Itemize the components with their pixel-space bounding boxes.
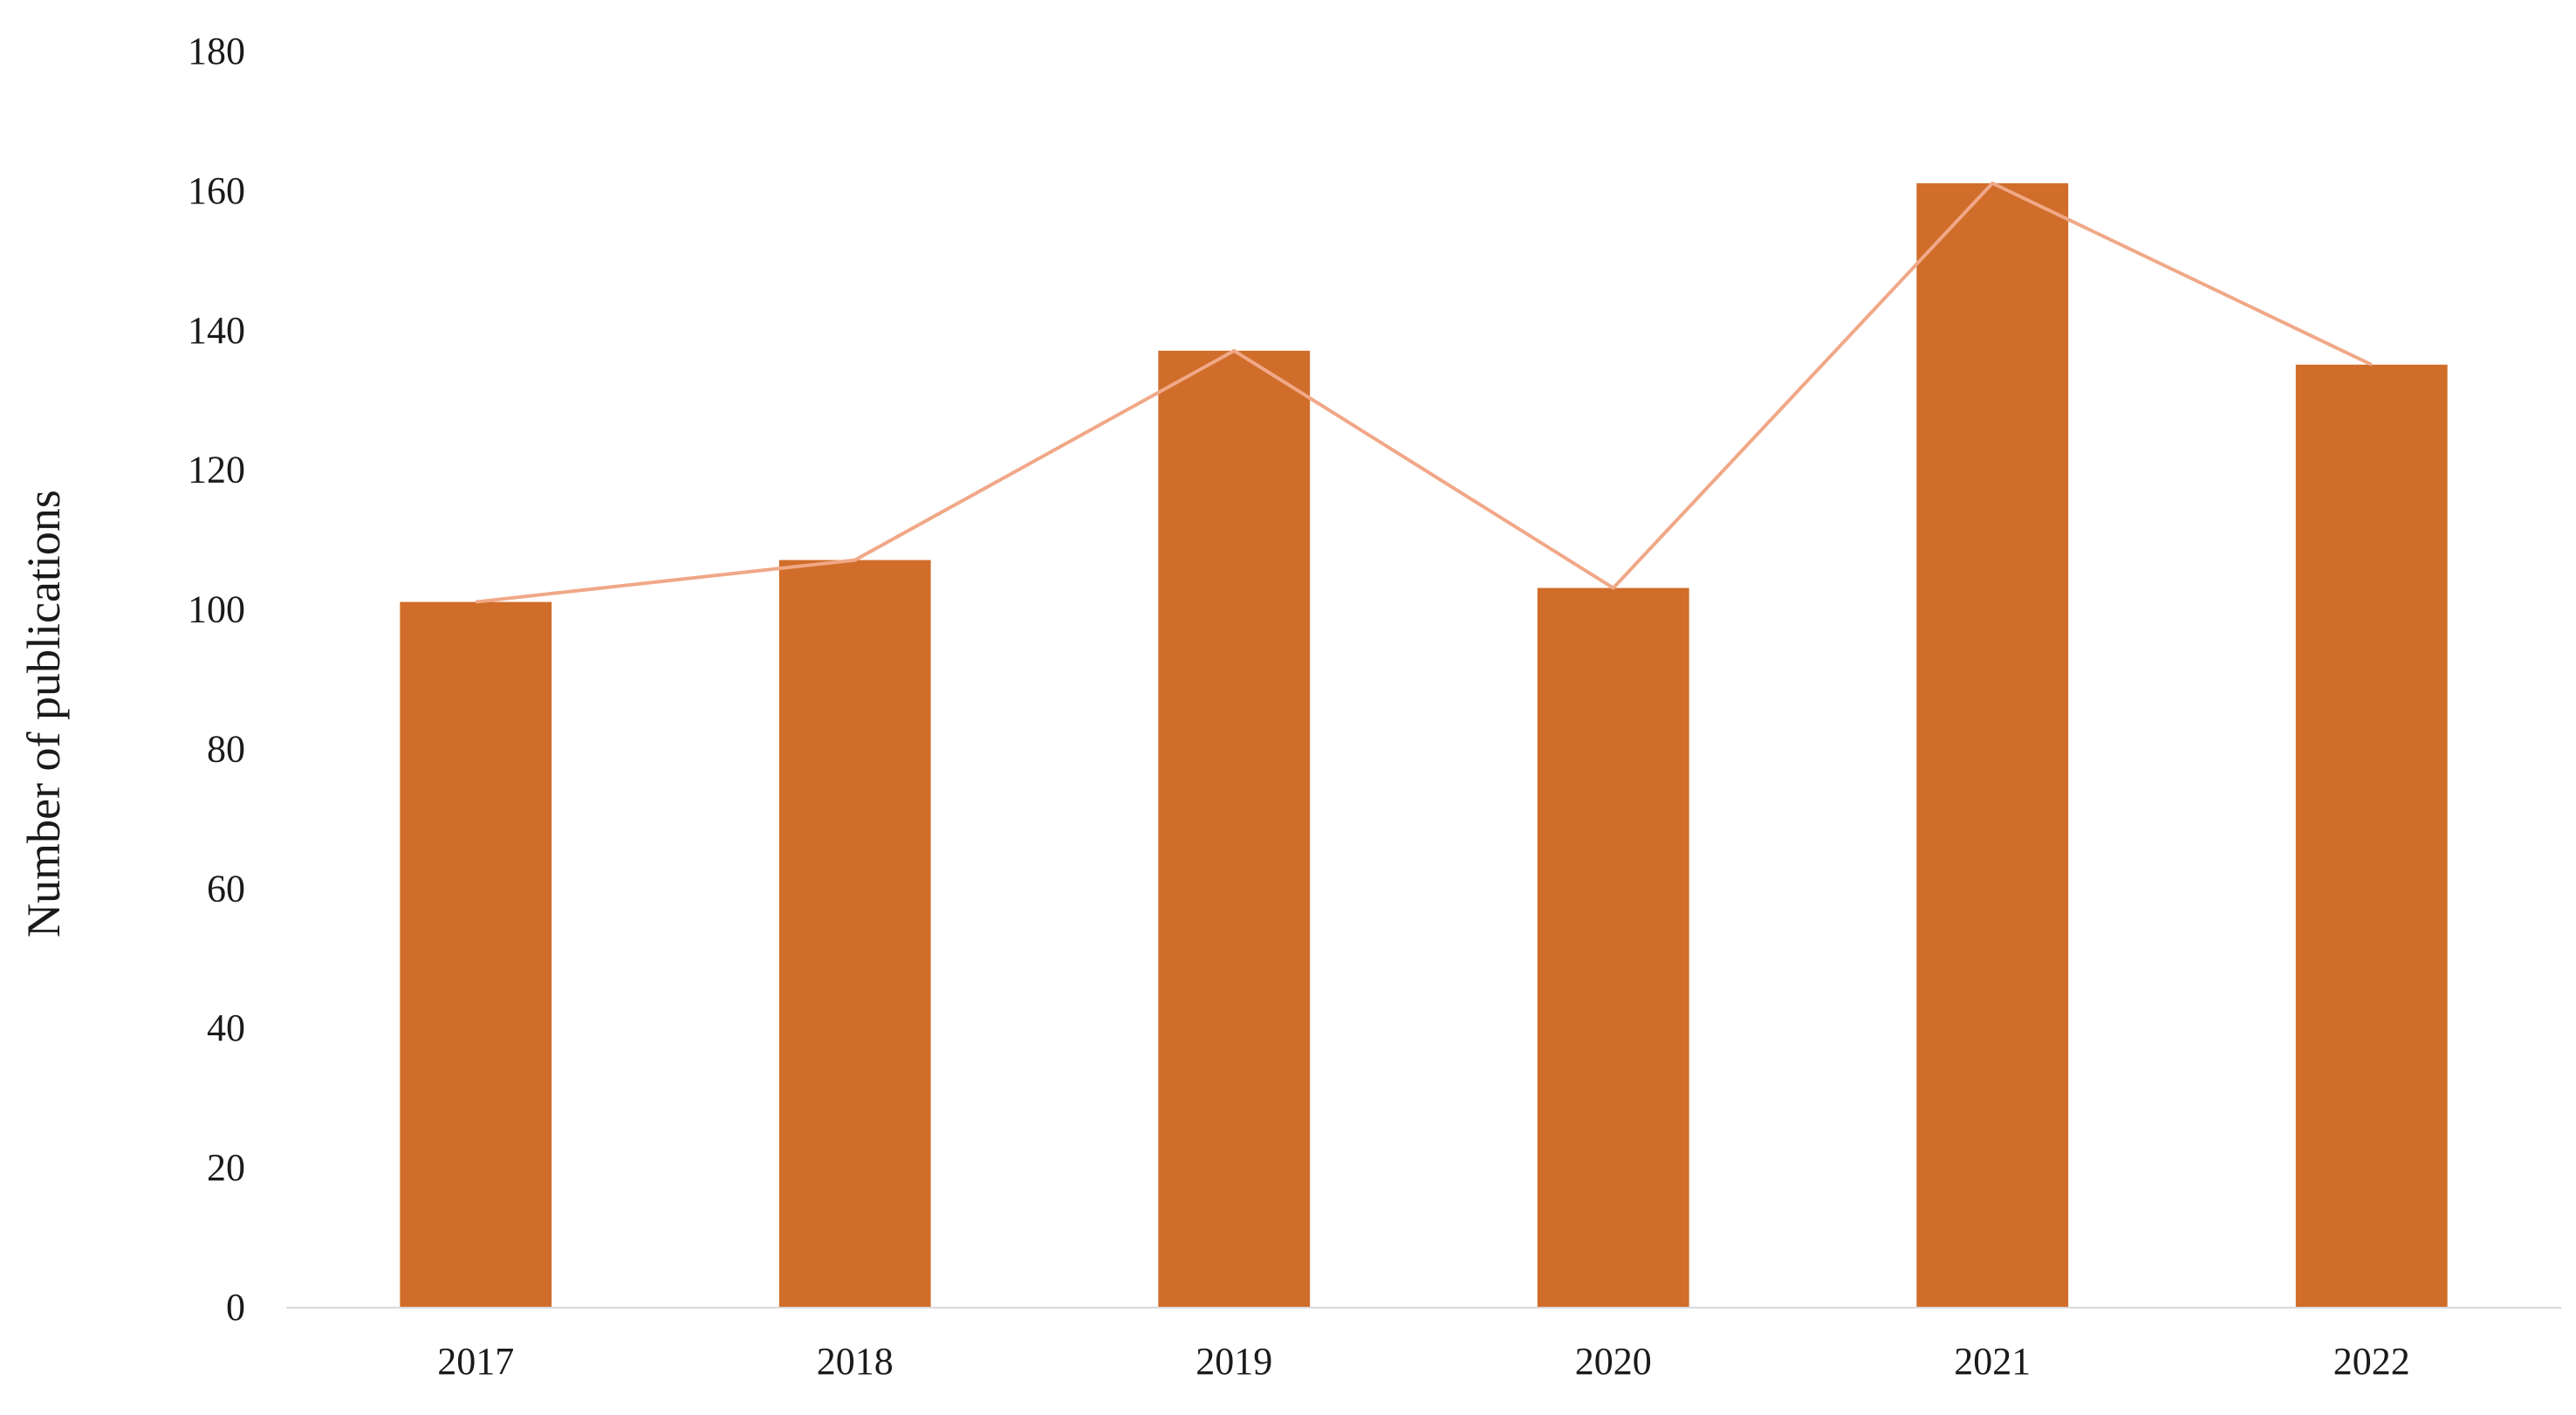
x-tick-label: 2017 — [437, 1340, 514, 1383]
trend-line — [476, 181, 2373, 604]
y-tick-label: 140 — [188, 309, 245, 352]
bar-2017 — [400, 601, 552, 1307]
y-tick-label: 0 — [226, 1286, 245, 1329]
x-tick-label: 2018 — [817, 1340, 894, 1383]
y-tick-label: 120 — [188, 449, 245, 491]
x-tick-label: 2019 — [1196, 1340, 1272, 1383]
x-axis-ticks: 2017 2018 2019 2020 2021 2022 — [437, 1340, 2410, 1383]
x-tick-label: 2022 — [2333, 1340, 2410, 1383]
y-tick-label: 160 — [188, 169, 245, 212]
bar-2020 — [1537, 587, 1689, 1307]
bars — [400, 182, 2448, 1308]
x-tick-label: 2021 — [1954, 1340, 2031, 1383]
y-tick-label: 20 — [207, 1146, 245, 1189]
y-tick-label: 40 — [207, 1006, 245, 1049]
y-axis-ticks: 0 20 40 60 80 100 120 140 160 180 — [188, 30, 245, 1329]
y-tick-label: 180 — [188, 30, 245, 72]
bar-2021 — [1916, 182, 2069, 1308]
y-tick-label: 80 — [207, 727, 245, 770]
x-tick-label: 2020 — [1575, 1340, 1652, 1383]
bar-2022 — [2295, 364, 2448, 1307]
bar-2018 — [778, 560, 931, 1307]
y-tick-label: 60 — [207, 867, 245, 910]
y-axis-title: Number of publications — [17, 490, 70, 938]
y-tick-label: 100 — [188, 588, 245, 631]
bar-2019 — [1158, 350, 1311, 1307]
